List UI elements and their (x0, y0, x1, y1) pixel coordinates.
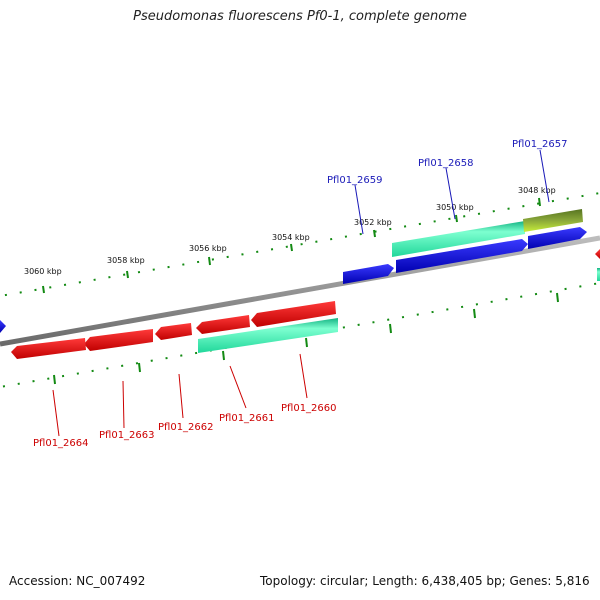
leader-pfl01-2662 (178, 373, 184, 419)
major-tick (455, 214, 458, 223)
gene-label-reverse[interactable]: Pfl01_2660 (281, 403, 337, 414)
gene-label-forward[interactable]: Pfl01_2659 (327, 175, 383, 186)
gene-label-reverse[interactable]: Pfl01_2663 (99, 430, 155, 441)
gene-label-reverse[interactable]: Pfl01_2661 (219, 413, 275, 424)
coordinate-label: 3056 kbp (189, 244, 227, 253)
topology-info: Topology: circular; Length: 6,438,405 bp… (260, 574, 590, 588)
major-tick (53, 374, 56, 385)
gene-arrow-pfl01-2663[interactable] (84, 329, 153, 351)
genome-backbone (0, 235, 600, 347)
rna-band-forward (523, 209, 583, 232)
gene-arrow-pfl01-2658[interactable] (396, 239, 528, 273)
forward-strand-genes (0, 227, 587, 333)
leader-pfl01-2657 (539, 149, 550, 203)
forward-feature-bands (392, 209, 600, 281)
leader-pfl01-2663 (122, 380, 125, 429)
gene-label-reverse[interactable]: Pfl01_2664 (33, 438, 89, 449)
gene-arrow-pfl01-2661[interactable] (196, 315, 250, 334)
cds-band-reverse (198, 318, 338, 353)
major-tick (373, 229, 376, 238)
label-leader-lines (52, 149, 550, 437)
gene-arrow-pfl01-2659[interactable] (343, 264, 394, 284)
leader-pfl01-2660 (299, 353, 308, 399)
gene-label-reverse[interactable]: Pfl01_2662 (158, 422, 214, 433)
coordinate-label: 3052 kbp (354, 218, 392, 227)
accession-info: Accession: NC_007492 (9, 574, 146, 588)
coordinate-label: 3058 kbp (107, 256, 145, 265)
major-tick (305, 337, 308, 348)
major-tick (473, 308, 476, 319)
leader-pfl01-2658 (445, 167, 456, 220)
major-tick (208, 256, 211, 266)
coordinate-labels: 3048 kbp 3050 kbp 3052 kbp 3054 kbp 3056… (24, 186, 556, 276)
major-tick (126, 270, 129, 279)
gene-label-forward[interactable]: Pfl01_2658 (418, 158, 474, 169)
leader-pfl01-2661 (229, 365, 247, 409)
cds-band-edge (597, 268, 600, 281)
map-title: Pseudomonas fluorescens Pf0-1, complete … (133, 9, 467, 24)
gene-arrow-pfl01-2662[interactable] (155, 323, 192, 340)
leader-pfl01-2664 (52, 389, 60, 437)
coordinate-label: 3048 kbp (518, 186, 556, 195)
major-tick (556, 292, 559, 303)
outer-tick-ring (0, 192, 600, 297)
cds-band-forward (392, 221, 525, 257)
coordinate-label: 3054 kbp (272, 233, 310, 242)
reverse-gene-edge (595, 249, 600, 259)
major-tick (290, 243, 293, 252)
gene-arrow-pfl01-2657[interactable] (528, 227, 587, 249)
major-tick (138, 362, 141, 373)
major-tick (389, 323, 392, 334)
gene-label-forward[interactable]: Pfl01_2657 (512, 139, 568, 150)
leader-pfl01-2659 (354, 184, 364, 235)
coordinate-label: 3050 kbp (436, 203, 474, 212)
gene-arrow-pfl01-2660[interactable] (251, 301, 336, 327)
gene-arrow-left-edge[interactable] (0, 320, 6, 333)
coordinate-label: 3060 kbp (24, 267, 62, 276)
gene-labels: Pfl01_2657 Pfl01_2658 Pfl01_2659 Pfl01_2… (33, 139, 568, 449)
major-tick (538, 197, 541, 207)
major-tick (42, 285, 45, 294)
gene-arrow-pfl01-2664[interactable] (11, 338, 86, 359)
reverse-strand-genes (11, 301, 336, 359)
major-tick (222, 350, 225, 361)
